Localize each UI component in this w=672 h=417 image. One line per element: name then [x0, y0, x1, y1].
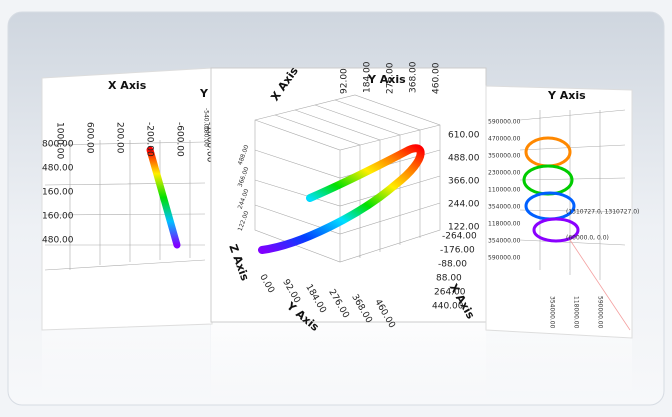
annotation: (60000.0, 0.0) — [566, 235, 609, 242]
tick-label: 276.00 — [386, 62, 396, 94]
tick-label: -1000.00 — [205, 122, 215, 163]
tick-label: 460.00 — [432, 62, 442, 94]
tick-label: 118000.00 — [488, 221, 521, 228]
tick-label: 368.00 — [409, 61, 419, 93]
panel-bg — [210, 67, 487, 323]
tick-label: -600.00 — [175, 122, 185, 157]
tick-label: 184.00 — [363, 61, 373, 93]
tick-label: 88.00 — [436, 274, 462, 284]
tick-label: 230000.00 — [488, 170, 521, 177]
tick-label: 264.00 — [434, 288, 466, 298]
tick-label: 366.00 — [448, 177, 480, 187]
tick-label: 590000.00 — [597, 296, 604, 329]
tick-label: -540.00 — [203, 108, 210, 131]
tick-label: 160.00 — [42, 188, 74, 198]
tick-label: 92.00 — [340, 68, 350, 94]
tick-label: 440.00 — [432, 302, 464, 312]
tick-label: 354000.00 — [488, 238, 521, 245]
tick-label: 244.00 — [448, 200, 480, 210]
reflection — [486, 330, 632, 400]
tick-label: 610.00 — [448, 131, 480, 141]
tick-label: 180.00 — [203, 126, 210, 147]
axis-title: Y Axis — [367, 73, 406, 86]
tick-label: 1000.00 — [55, 122, 65, 159]
tick-label: 118000.00 — [573, 296, 580, 329]
tick-label: 480.00 — [42, 164, 74, 174]
tick-label: 488.00 — [448, 154, 480, 164]
axis-title: Y Axis — [547, 89, 586, 102]
tick-label: 590000.00 — [488, 119, 521, 126]
tick-label: 350000.00 — [488, 153, 521, 160]
tick-label: 354000.00 — [549, 296, 556, 329]
grid — [254, 94, 441, 263]
tick-label: 600.00 — [85, 122, 95, 154]
tick-label: 480.00 — [42, 236, 74, 246]
tick-label: 200.00 — [115, 122, 125, 154]
reflection — [211, 322, 486, 402]
spiral — [146, 146, 181, 249]
tick-label: -264.00 — [442, 232, 477, 242]
tick-label: -200.00 — [145, 122, 155, 157]
guide-line — [569, 239, 631, 331]
tick-label: 354000.00 — [488, 204, 521, 211]
grid — [44, 140, 206, 271]
reflection — [42, 324, 210, 400]
tick-label: 110000.00 — [488, 187, 521, 194]
tick-label: 470000.00 — [488, 136, 521, 143]
tick-label: 122.00 — [448, 223, 480, 233]
tick-label: -176.00 — [440, 246, 475, 256]
axis-title: X Axis — [108, 79, 147, 92]
tick-label: -88.00 — [438, 260, 467, 270]
spiral — [532, 217, 580, 243]
right-panel[interactable]: Y Axis 590000.00 470000.00 350000.00 230000.… — [485, 85, 639, 339]
tick-label: 800.00 — [42, 140, 74, 150]
panel-bg — [485, 85, 633, 339]
axis-title: Y — [199, 87, 209, 100]
left-panel[interactable]: X Axis Y 1000.00 600.00 200.00 -200.00 -600.00… — [41, 67, 215, 331]
annotation: (1310727.0, 1310727.0) — [566, 209, 639, 216]
tick-label: 590000.00 — [488, 255, 521, 262]
spiral — [258, 144, 425, 254]
panel-bg — [41, 67, 213, 331]
tick-label: 160.00 — [42, 212, 74, 222]
